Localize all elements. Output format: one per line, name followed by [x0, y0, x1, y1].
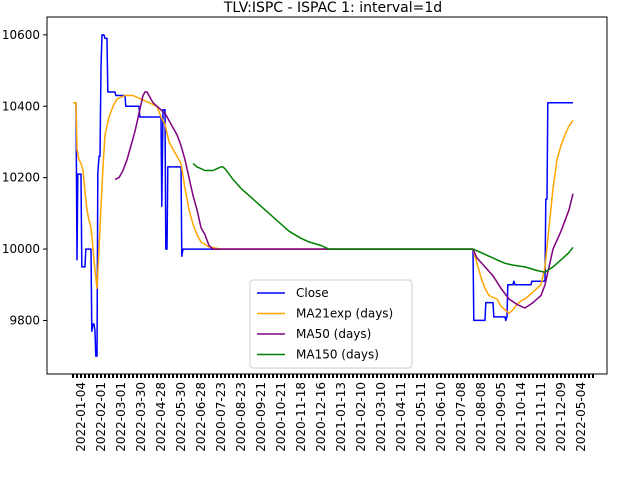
legend-label-2: MA50 (days): [296, 327, 371, 341]
series-layer: [73, 34, 574, 357]
x-tick-label-3: 2022-03-30: [134, 382, 148, 452]
x-tick-label-4: 2022-04-28: [154, 382, 168, 452]
x-tick-label-5: 2022-05-30: [174, 382, 188, 452]
legend-label-0: Close: [296, 286, 329, 300]
legend-label-1: MA21exp (days): [296, 307, 393, 321]
x-axis: 2022-01-04 2022-02-01 2022-03-01 2022-03-30…: [72, 374, 594, 452]
x-tick-label-9: 2020-09-21: [254, 382, 268, 452]
legend-box: [249, 279, 413, 369]
series-line-3: [192, 162, 574, 274]
x-tick-label-10: 2020-10-21: [274, 382, 288, 452]
chart-title: TLV:ISPC - ISPAC 1: interval=1d: [223, 0, 442, 16]
x-tick-label-14: 2021-02-10: [354, 382, 368, 452]
x-tick-label-1: 2022-02-01: [94, 382, 108, 452]
x-tick-label-24: 2021-12-09: [554, 382, 568, 452]
x-tick-label-21: 2021-09-05: [494, 382, 508, 452]
y-tick-label-1: 10000: [2, 242, 40, 256]
x-tick-label-0: 2022-01-04: [74, 382, 88, 452]
series-line-0: [73, 34, 573, 357]
x-tick-label-13: 2021-01-13: [334, 382, 348, 452]
x-tick-label-16: 2021-04-11: [394, 382, 408, 452]
legend: Close MA21exp (days) MA50 (days) MA150 (day…: [249, 279, 413, 369]
x-tick-label-8: 2020-08-23: [234, 382, 248, 452]
x-tick-label-18: 2021-06-10: [434, 382, 448, 452]
y-tick-label-2: 10200: [2, 171, 40, 185]
legend-label-3: MA150 (days): [296, 348, 379, 362]
x-tick-label-17: 2021-05-11: [414, 382, 428, 452]
series-line-1: [73, 94, 574, 315]
x-tick-label-22: 2021-10-14: [514, 382, 528, 452]
legend-items: Close MA21exp (days) MA50 (days) MA150 (day…: [257, 286, 393, 362]
x-tick-label-25: 2022-05-04: [574, 382, 588, 452]
y-axis: 9800 10000 10200 10400 10600: [2, 28, 47, 327]
plot-frame: [46, 16, 608, 375]
x-tick-label-15: 2021-03-10: [374, 382, 388, 452]
x-tick-label-2: 2022-03-01: [114, 382, 128, 452]
x-tick-label-12: 2020-12-16: [314, 382, 328, 452]
x-tick-label-11: 2020-11-18: [294, 382, 308, 452]
x-tick-label-7: 2020-07-23: [214, 382, 228, 452]
x-tick-label-20: 2021-08-08: [474, 382, 488, 452]
y-tick-label-0: 9800: [9, 313, 40, 327]
x-tick-label-6: 2022-06-28: [194, 382, 208, 452]
x-tick-label-19: 2021-07-08: [454, 382, 468, 452]
x-tick-label-23: 2021-11-11: [534, 382, 548, 452]
series-line-2: [114, 91, 574, 309]
y-tick-label-3: 10400: [2, 99, 40, 113]
y-tick-label-4: 10600: [2, 28, 40, 42]
